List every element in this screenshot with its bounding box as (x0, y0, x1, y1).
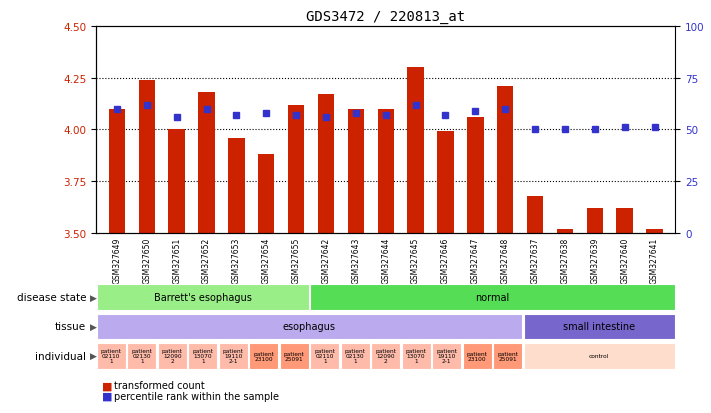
FancyBboxPatch shape (188, 343, 217, 369)
Text: ▶: ▶ (90, 351, 97, 361)
Text: GSM327654: GSM327654 (262, 237, 271, 283)
Text: GSM327643: GSM327643 (351, 237, 360, 283)
Text: esophagus: esophagus (283, 322, 336, 332)
Bar (228, 138, 245, 233)
Text: GSM327651: GSM327651 (172, 237, 181, 283)
FancyBboxPatch shape (158, 343, 186, 369)
Text: GSM327638: GSM327638 (560, 237, 570, 283)
FancyBboxPatch shape (97, 343, 126, 369)
Bar (109, 109, 125, 233)
FancyBboxPatch shape (524, 343, 675, 369)
Text: normal: normal (476, 292, 510, 302)
Text: GSM327655: GSM327655 (292, 237, 301, 283)
Text: ■: ■ (102, 380, 112, 390)
Text: GSM327650: GSM327650 (142, 237, 151, 283)
FancyBboxPatch shape (524, 314, 675, 339)
Bar (497, 87, 513, 233)
Bar (378, 109, 394, 233)
Text: GSM327641: GSM327641 (650, 237, 659, 283)
Text: GSM327644: GSM327644 (381, 237, 390, 283)
Text: patient
19110
2-1: patient 19110 2-1 (223, 349, 244, 363)
Text: patient
12090
2: patient 12090 2 (162, 349, 183, 363)
Bar (139, 81, 155, 233)
Text: GSM327645: GSM327645 (411, 237, 420, 283)
Text: GSM327648: GSM327648 (501, 237, 510, 283)
Text: control: control (589, 354, 609, 358)
Text: GSM327649: GSM327649 (112, 237, 122, 283)
Text: percentile rank within the sample: percentile rank within the sample (114, 391, 279, 401)
Text: GSM327647: GSM327647 (471, 237, 480, 283)
Bar (616, 209, 633, 233)
FancyBboxPatch shape (311, 343, 339, 369)
Bar (437, 132, 454, 233)
Text: ▶: ▶ (90, 322, 97, 331)
Text: patient
13070
1: patient 13070 1 (406, 349, 427, 363)
FancyBboxPatch shape (127, 343, 156, 369)
Text: patient
12090
2: patient 12090 2 (375, 349, 396, 363)
Text: transformed count: transformed count (114, 380, 205, 390)
Text: disease state: disease state (16, 292, 86, 302)
Bar (557, 229, 573, 233)
Text: patient
23100: patient 23100 (467, 351, 488, 361)
FancyBboxPatch shape (432, 343, 461, 369)
Text: ▶: ▶ (90, 293, 97, 302)
Text: patient
19110
2-1: patient 19110 2-1 (437, 349, 457, 363)
Text: GSM327653: GSM327653 (232, 237, 241, 283)
Bar (288, 105, 304, 233)
Text: GSM327637: GSM327637 (530, 237, 540, 283)
FancyBboxPatch shape (97, 314, 522, 339)
FancyBboxPatch shape (463, 343, 491, 369)
Bar (467, 118, 483, 233)
Text: Barrett's esophagus: Barrett's esophagus (154, 292, 252, 302)
Text: patient
23100: patient 23100 (253, 351, 274, 361)
Text: tissue: tissue (55, 322, 86, 332)
Text: GSM327640: GSM327640 (620, 237, 629, 283)
Text: individual: individual (35, 351, 86, 361)
Text: patient
02130
1: patient 02130 1 (132, 349, 152, 363)
Text: patient
02110
1: patient 02110 1 (101, 349, 122, 363)
Text: GSM327642: GSM327642 (321, 237, 331, 283)
FancyBboxPatch shape (371, 343, 400, 369)
Bar (587, 209, 603, 233)
Text: small intestine: small intestine (563, 322, 635, 332)
FancyBboxPatch shape (341, 343, 370, 369)
Text: patient
02110
1: patient 02110 1 (314, 349, 335, 363)
Text: patient
02130
1: patient 02130 1 (345, 349, 365, 363)
Bar (169, 130, 185, 233)
Text: GSM327646: GSM327646 (441, 237, 450, 283)
Text: GSM327639: GSM327639 (590, 237, 599, 283)
Text: patient
25091: patient 25091 (284, 351, 304, 361)
Text: ■: ■ (102, 391, 112, 401)
FancyBboxPatch shape (97, 285, 309, 310)
Bar (258, 155, 274, 233)
Text: patient
13070
1: patient 13070 1 (192, 349, 213, 363)
FancyBboxPatch shape (402, 343, 431, 369)
FancyBboxPatch shape (493, 343, 522, 369)
Bar (646, 229, 663, 233)
FancyBboxPatch shape (250, 343, 278, 369)
Bar (407, 68, 424, 233)
Text: GSM327652: GSM327652 (202, 237, 211, 283)
FancyBboxPatch shape (311, 285, 675, 310)
Text: patient
25091: patient 25091 (497, 351, 518, 361)
Bar (348, 109, 364, 233)
FancyBboxPatch shape (280, 343, 309, 369)
FancyBboxPatch shape (219, 343, 247, 369)
Bar (198, 93, 215, 233)
Bar (318, 95, 334, 233)
Bar (527, 196, 543, 233)
Text: GDS3472 / 220813_at: GDS3472 / 220813_at (306, 10, 465, 24)
